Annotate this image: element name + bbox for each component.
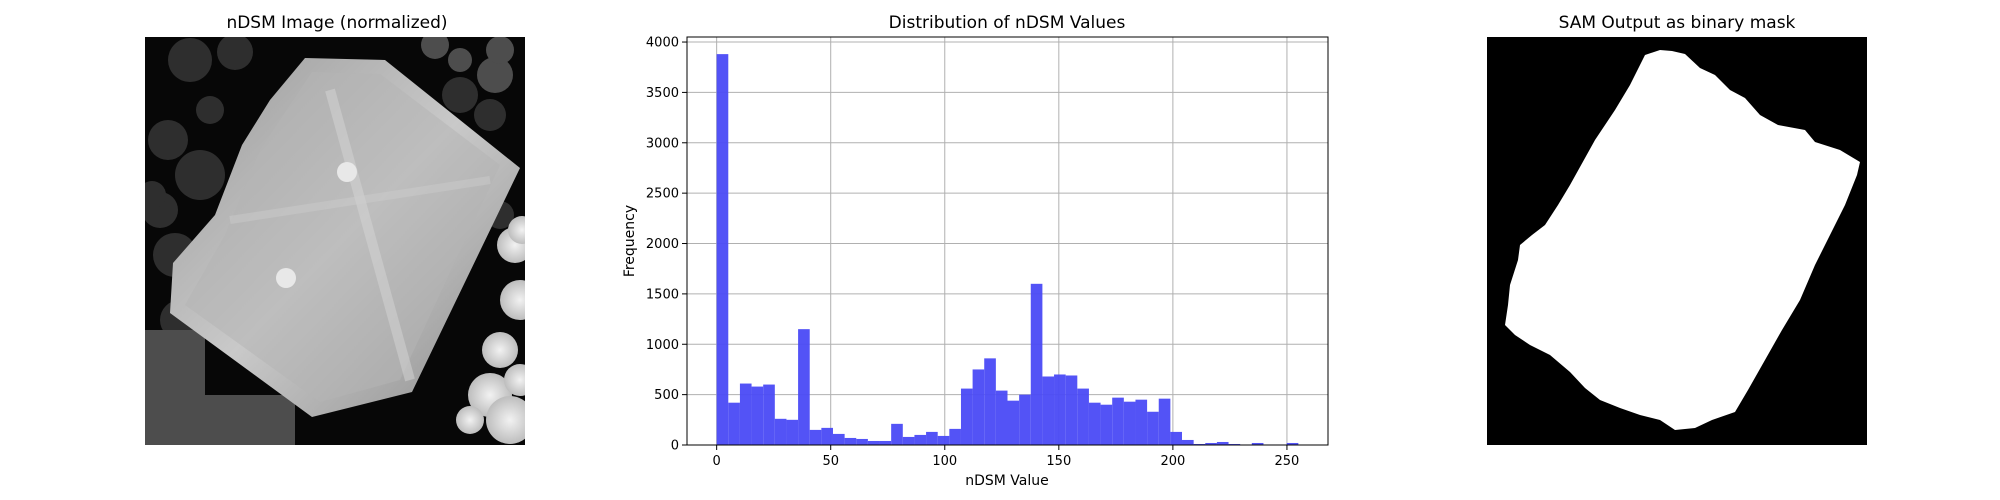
- histogram-bar: [798, 329, 810, 445]
- ndsm-image: [145, 37, 525, 445]
- ndsm-ground-patches: [145, 37, 514, 445]
- histogram-bar: [1054, 374, 1066, 445]
- histogram-bar: [972, 369, 985, 445]
- y-tick-label: 3500: [646, 86, 679, 101]
- histogram-bar: [832, 433, 845, 445]
- histogram-bar: [774, 418, 787, 445]
- histogram-bar: [1030, 283, 1043, 445]
- histogram-bar: [879, 440, 892, 445]
- histogram-bar: [1135, 399, 1148, 445]
- histogram-bar: [949, 428, 961, 445]
- histogram-bar: [739, 383, 752, 445]
- histogram-bar: [960, 388, 973, 445]
- histogram-bar: [1088, 402, 1101, 445]
- histogram-bar: [856, 438, 868, 445]
- x-tick-label: 150: [1046, 454, 1071, 469]
- histogram-bar: [1286, 442, 1299, 445]
- histogram-bar: [1182, 439, 1194, 445]
- y-tick-label: 500: [654, 388, 679, 403]
- y-tick-label: 0: [671, 439, 679, 454]
- histogram-bar: [763, 384, 775, 445]
- x-axis-label: nDSM Value: [965, 473, 1049, 489]
- y-tick-label: 2500: [646, 187, 679, 202]
- histogram-bar: [1100, 404, 1113, 445]
- histogram-bar: [1007, 400, 1020, 445]
- x-tick-label: 0: [713, 454, 721, 469]
- histogram-bar: [1251, 442, 1264, 445]
- histogram-panel: Distribution of nDSM Values 0 50 100 150 200…: [622, 13, 1329, 489]
- histogram-bar: [809, 429, 822, 445]
- histogram-bar: [984, 358, 996, 445]
- histogram-bar: [914, 434, 927, 445]
- y-axis-ticks: 0 500 1000 1500 2000 2500 3000 3500 4000: [646, 36, 687, 454]
- histogram-bar: [1077, 388, 1089, 445]
- histogram-bar: [937, 435, 950, 445]
- histogram-bar: [1170, 431, 1183, 445]
- x-tick-label: 50: [822, 454, 839, 469]
- histogram-bar: [867, 440, 880, 445]
- x-axis-ticks: 0 50 100 150 200 250: [713, 445, 1300, 469]
- chart-frame: [686, 36, 1329, 446]
- histogram-bar: [1042, 376, 1055, 445]
- ndsm-image-title: nDSM Image (normalized): [226, 13, 447, 33]
- sam-mask-shape: [1505, 50, 1860, 430]
- histogram-bar: [751, 386, 764, 445]
- chart-title: Distribution of nDSM Values: [889, 13, 1126, 33]
- histogram-bar: [1205, 442, 1217, 445]
- histogram-bar: [1123, 401, 1136, 445]
- histogram-bar: [1193, 443, 1206, 445]
- histogram-bar: [926, 431, 938, 445]
- histogram-bar: [1147, 411, 1159, 445]
- histogram-bar: [891, 423, 903, 445]
- chart-grid: [687, 37, 1328, 446]
- histogram-bar: [1112, 397, 1124, 445]
- x-tick-label: 200: [1160, 454, 1185, 469]
- ndsm-image-panel: nDSM Image (normalized): [145, 13, 525, 445]
- histogram-bar: [821, 427, 833, 445]
- chart-bars: [716, 54, 1299, 446]
- histogram-bar: [1216, 441, 1229, 445]
- histogram-bar: [995, 390, 1008, 445]
- histogram-bar: [1228, 443, 1241, 445]
- histogram-bar: [902, 436, 915, 445]
- sam-mask-title: SAM Output as binary mask: [1559, 13, 1796, 33]
- histogram-bar: [786, 419, 799, 445]
- histogram-bar: [716, 54, 729, 446]
- ndsm-trees: [456, 216, 525, 444]
- histogram-bar: [1158, 398, 1171, 445]
- y-tick-label: 4000: [646, 36, 679, 51]
- sam-mask-panel: SAM Output as binary mask: [1487, 13, 1867, 445]
- y-tick-label: 1500: [646, 287, 679, 302]
- histogram-bar: [844, 437, 857, 445]
- x-tick-label: 250: [1275, 454, 1300, 469]
- y-tick-label: 1000: [646, 338, 679, 353]
- x-tick-label: 100: [932, 454, 957, 469]
- histogram-bar: [1019, 394, 1031, 445]
- histogram-bar: [1065, 375, 1078, 445]
- ndsm-roof: [170, 58, 520, 417]
- y-tick-label: 2000: [646, 237, 679, 252]
- histogram-bar: [728, 402, 740, 445]
- y-axis-label: Frequency: [622, 205, 638, 277]
- y-tick-label: 3000: [646, 136, 679, 151]
